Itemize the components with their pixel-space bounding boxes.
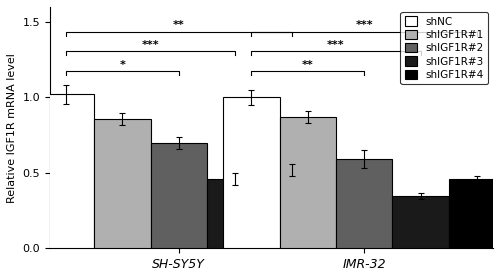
Bar bbox=[223, 98, 280, 248]
Bar bbox=[207, 179, 264, 248]
Bar bbox=[264, 170, 320, 248]
Bar bbox=[280, 117, 336, 248]
Bar bbox=[448, 179, 500, 248]
Text: ***: *** bbox=[327, 40, 344, 50]
Text: **: ** bbox=[302, 59, 314, 70]
Y-axis label: Relative IGF1R mRNA level: Relative IGF1R mRNA level bbox=[7, 53, 17, 203]
Bar bbox=[336, 159, 392, 248]
Bar bbox=[392, 195, 448, 248]
Bar bbox=[38, 95, 94, 248]
Bar bbox=[94, 119, 150, 248]
Text: ***: *** bbox=[142, 40, 160, 50]
Text: **: ** bbox=[173, 20, 184, 30]
Bar bbox=[150, 143, 207, 248]
Text: ***: *** bbox=[356, 20, 373, 30]
Legend: shNC, shIGF1R#1, shIGF1R#2, shIGF1R#3, shIGF1R#4: shNC, shIGF1R#1, shIGF1R#2, shIGF1R#3, s… bbox=[400, 12, 488, 84]
Text: *: * bbox=[120, 59, 126, 70]
